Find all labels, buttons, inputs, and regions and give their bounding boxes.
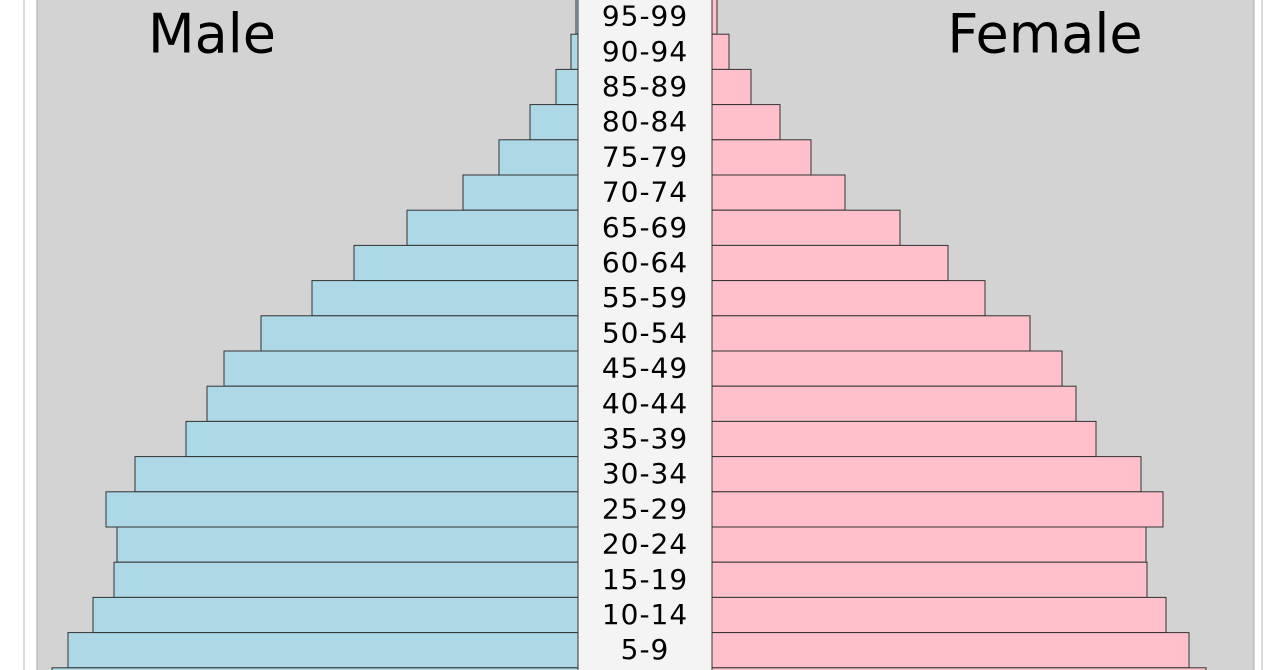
male-bar [260, 315, 579, 352]
age-label: 20-24 [602, 528, 688, 561]
age-label: 40-44 [602, 387, 688, 420]
female-bar [711, 104, 781, 141]
male-bar [462, 174, 579, 211]
female-label: Female [947, 3, 1142, 66]
female-bar [711, 385, 1077, 422]
male-bar [575, 0, 579, 35]
female-bar [711, 209, 901, 246]
female-bar [711, 244, 949, 282]
female-bar [711, 174, 846, 211]
male-bar [570, 33, 579, 70]
age-label: 90-94 [602, 35, 688, 68]
male-bar [116, 526, 579, 563]
male-bar [92, 596, 579, 634]
age-label: 65-69 [602, 211, 688, 244]
female-bar [711, 632, 1190, 669]
male-bar [113, 561, 579, 598]
age-label: 60-64 [602, 246, 688, 279]
female-bar [711, 561, 1148, 598]
male-bar [105, 491, 579, 528]
age-label: 5-9 [621, 633, 670, 666]
female-bar [711, 667, 1207, 670]
age-label: 85-89 [602, 70, 688, 103]
female-bar [711, 33, 730, 70]
age-label: 25-29 [602, 492, 688, 525]
female-bar [711, 280, 986, 317]
age-label: 55-59 [602, 281, 688, 314]
female-bar [711, 68, 752, 106]
female-bar [711, 526, 1147, 563]
female-bar [711, 350, 1063, 387]
age-label: 30-34 [602, 457, 688, 490]
age-label: 10-14 [602, 598, 688, 631]
age-label: 75-79 [602, 140, 688, 173]
age-label: 80-84 [602, 105, 688, 138]
male-bar [498, 139, 579, 176]
male-bar [406, 209, 579, 246]
female-bar [711, 456, 1142, 493]
age-label: 45-49 [602, 352, 688, 385]
male-bar [529, 104, 579, 141]
female-bar [711, 0, 718, 35]
male-bar [185, 420, 579, 458]
male-label: Male [148, 3, 276, 66]
male-bar [67, 632, 579, 669]
age-label: 70-74 [602, 176, 688, 209]
female-bar [711, 139, 812, 176]
female-bar [711, 491, 1164, 528]
male-bar [51, 667, 579, 670]
male-bar [555, 68, 579, 106]
female-bar [711, 315, 1031, 352]
male-bar [353, 244, 579, 282]
age-label: 15-19 [602, 563, 688, 596]
male-bar [206, 385, 579, 422]
female-bar [711, 420, 1097, 458]
male-bar [223, 350, 579, 387]
female-bar [711, 596, 1167, 634]
label-column [578, 0, 712, 670]
age-label: 35-39 [602, 422, 688, 455]
age-label: 95-99 [602, 0, 688, 33]
age-label: 50-54 [602, 316, 688, 349]
male-bar [311, 280, 579, 317]
male-bar [134, 456, 579, 493]
